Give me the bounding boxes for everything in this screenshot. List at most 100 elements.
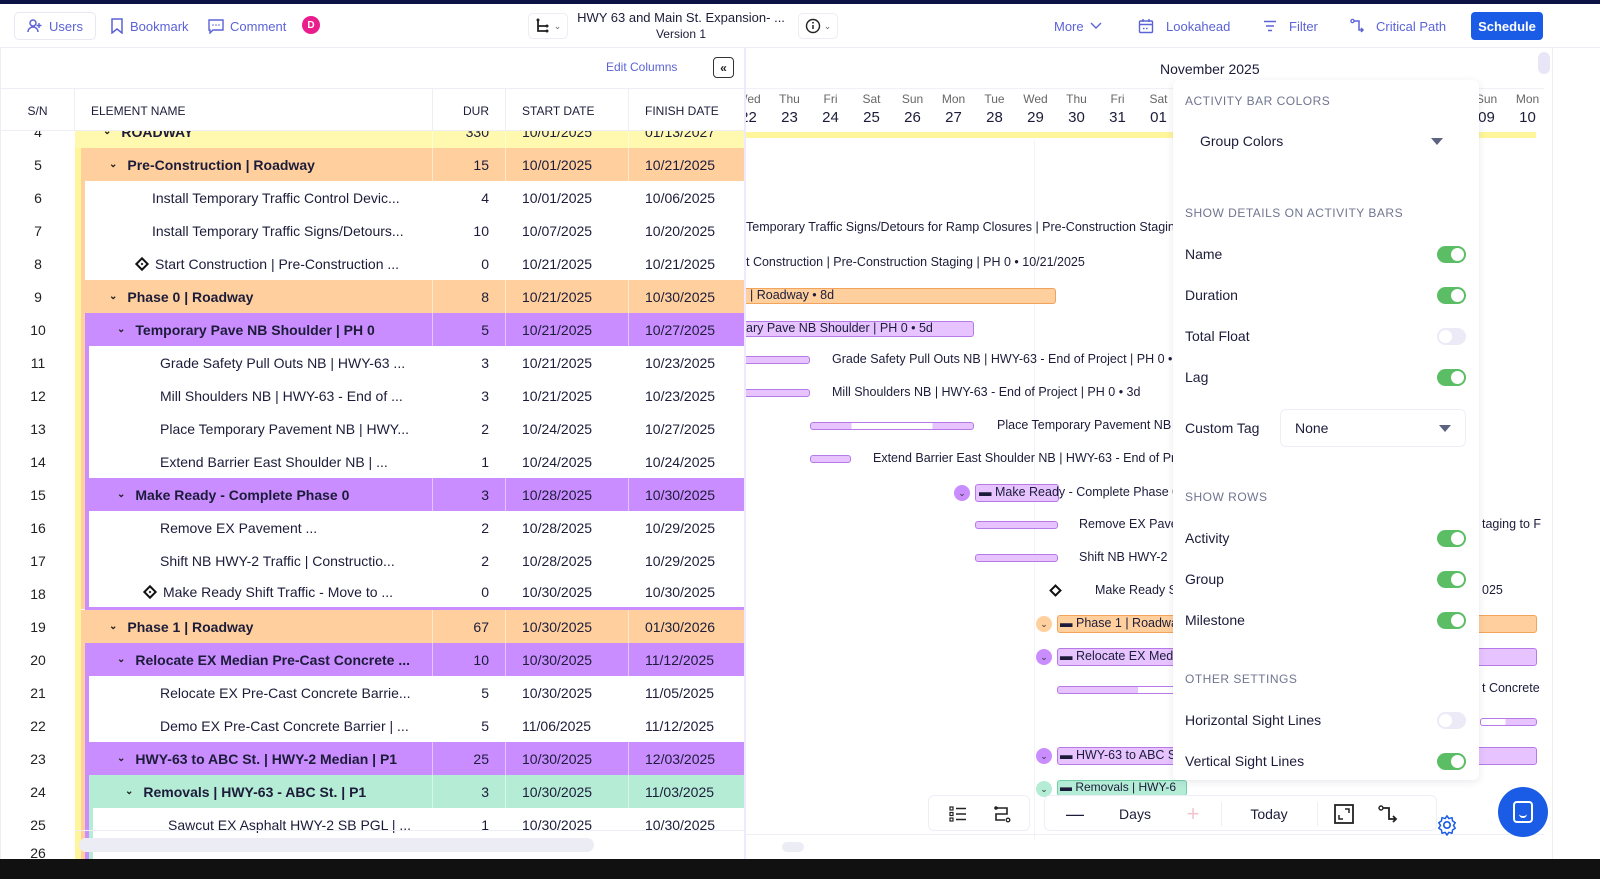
chevron-down-icon[interactable]: ⌄ — [1036, 649, 1052, 665]
hierarchy-dropdown[interactable]: ⌄ — [528, 13, 568, 39]
schedule-button[interactable]: Schedule — [1471, 12, 1543, 40]
bar-colors-select[interactable]: Group Colors — [1185, 122, 1471, 160]
gantt-bar[interactable] — [1057, 686, 1177, 694]
gantt-bar[interactable] — [975, 521, 1058, 529]
chevron-down-icon[interactable]: ⌄ — [117, 489, 126, 500]
gantt-bar-make-ready[interactable] — [975, 484, 1059, 502]
critical-path-button[interactable]: Critical Path — [1350, 12, 1446, 40]
table-row[interactable]: 21 Relocate EX Pre-Cast Concrete Barrie.… — [1, 676, 745, 709]
collapse-grid-button[interactable]: « — [713, 57, 734, 78]
table-row[interactable]: 22 Demo EX Pre-Cast Concrete Barrier | .… — [1, 709, 745, 742]
bar-label: Grade Safety Pull Outs NB | HWY-63 - End… — [832, 352, 1173, 366]
column-header-start-date[interactable]: START DATE — [506, 89, 629, 132]
table-row[interactable]: 14 Extend Barrier East Shoulder NB | ...… — [1, 445, 745, 478]
gantt-bar[interactable] — [975, 554, 1058, 562]
table-row[interactable]: 24 ⌄ Removals | HWY-63 - ABC St. | P1 3 1… — [1, 775, 745, 808]
row-finish: 11/05/2025 — [645, 684, 715, 701]
users-button[interactable]: Users — [14, 12, 96, 40]
chevron-down-icon: ⌄ — [823, 20, 832, 31]
table-row[interactable]: 23 ⌄ HWY-63 to ABC St. | HWY-2 Median | P… — [1, 742, 745, 775]
chevron-down-icon[interactable]: ⌄ — [109, 291, 118, 302]
chevron-down-icon[interactable]: ⌄ — [109, 621, 118, 632]
toggle-total-float[interactable] — [1437, 328, 1466, 345]
table-row[interactable]: 11 Grade Safety Pull Outs NB | HWY-63 ..… — [1, 346, 745, 379]
table-row[interactable]: 25 Sawcut EX Asphalt HWY-2 SB PGL | ... … — [1, 808, 745, 841]
settings-gear-button[interactable] — [1436, 814, 1458, 842]
gantt-horizontal-scrollbar[interactable] — [782, 842, 804, 852]
toggle-lag[interactable] — [1437, 369, 1466, 386]
list-icon — [949, 806, 966, 822]
dependency-view-button[interactable] — [987, 796, 1017, 832]
roadway-summary-bar[interactable] — [746, 132, 1536, 138]
toggle-vertical-sight-lines[interactable] — [1437, 753, 1466, 770]
chat-support-button[interactable] — [1498, 787, 1548, 837]
group-band-preconstruction — [81, 181, 85, 280]
toggle-activity[interactable] — [1437, 530, 1466, 547]
toggle-duration[interactable] — [1437, 287, 1466, 304]
zoom-in-button[interactable]: + — [1186, 801, 1200, 826]
milestone-diamond-icon[interactable] — [1049, 584, 1062, 597]
custom-tag-select[interactable]: None — [1280, 409, 1466, 447]
chevron-down-icon[interactable]: ⌄ — [117, 654, 126, 665]
user-avatar[interactable]: D — [302, 16, 320, 34]
column-header-element-name[interactable]: ELEMENT NAME — [75, 89, 433, 132]
chevron-down-icon[interactable]: ⌄ — [103, 131, 112, 137]
table-row[interactable]: 9 ⌄ Phase 0 | Roadway 8 10/21/2025 10/30/… — [1, 280, 745, 313]
vertical-scrollbar[interactable] — [1538, 52, 1550, 74]
gantt-bar[interactable] — [746, 389, 810, 397]
table-row[interactable]: 18 Make Ready Shift Traffic - Move to ..… — [1, 577, 745, 610]
toggle-name[interactable] — [1437, 246, 1466, 263]
bookmark-button[interactable]: Bookmark — [110, 12, 189, 40]
table-row[interactable]: 17 Shift NB HWY-2 Traffic | Constructio.… — [1, 544, 745, 577]
horizontal-scrollbar[interactable] — [79, 838, 594, 852]
chevron-down-icon[interactable]: ⌄ — [125, 786, 134, 797]
more-dropdown[interactable]: More — [1054, 12, 1102, 40]
table-row[interactable]: 5 ⌄ Pre-Construction | Roadway 15 10/01/2… — [1, 148, 745, 181]
list-view-button[interactable] — [943, 796, 973, 832]
chevron-down-icon[interactable]: ⌄ — [1036, 781, 1052, 797]
toggle-group[interactable] — [1437, 571, 1466, 588]
comment-button[interactable]: Comment — [208, 12, 286, 40]
column-header-finish-date[interactable]: FINISH DATE — [645, 103, 719, 118]
lookahead-button[interactable]: Lookahead — [1138, 12, 1230, 40]
filter-button[interactable]: Filter — [1263, 12, 1318, 40]
column-header-duration[interactable]: DUR — [433, 89, 506, 132]
table-row[interactable]: 19 ⌄ Phase 1 | Roadway 67 10/30/2025 01/3… — [1, 610, 745, 643]
info-dropdown[interactable]: ⌄ — [798, 13, 838, 39]
toggle-horizontal-sight-lines[interactable] — [1437, 712, 1466, 729]
chevron-down-icon[interactable]: ⌄ — [1036, 616, 1052, 632]
row-duration: 3 — [433, 379, 506, 412]
table-row[interactable]: 10 ⌄ Temporary Pave NB Shoulder | PH 0 5 … — [1, 313, 745, 346]
gantt-bar[interactable] — [810, 422, 974, 430]
table-row[interactable]: 6 Install Temporary Traffic Control Devi… — [1, 181, 745, 214]
month-label: November 2025 — [1160, 61, 1260, 77]
table-row[interactable]: 7 Install Temporary Traffic Signs/Detour… — [1, 214, 745, 247]
bar-label: t Construction | Pre-Construction Stagin… — [746, 255, 1085, 269]
chevron-down-icon[interactable]: ⌄ — [109, 159, 118, 170]
chevron-down-icon[interactable]: ⌄ — [117, 753, 126, 764]
toggle-milestone[interactable] — [1437, 612, 1466, 629]
table-row[interactable]: 4 ⌄ ROADWAY 330 10/01/2025 01/13/2027 — [1, 131, 745, 148]
day-header: Wed 29 — [1023, 92, 1048, 126]
table-row[interactable]: 8 Start Construction | Pre-Construction … — [1, 247, 745, 280]
table-row[interactable]: 20 ⌄ Relocate EX Median Pre-Cast Concrete… — [1, 643, 745, 676]
gantt-bar[interactable] — [746, 356, 810, 364]
gantt-bar-phase0[interactable] — [746, 288, 1056, 304]
table-row[interactable]: 15 ⌄ Make Ready - Complete Phase 0 3 10/2… — [1, 478, 745, 511]
table-row[interactable]: 16 Remove EX Pavement ... 2 10/28/2025 1… — [1, 511, 745, 544]
edit-columns-link[interactable]: Edit Columns — [606, 60, 678, 74]
chevron-down-icon[interactable]: ⌄ — [1036, 748, 1052, 764]
fullscreen-button[interactable] — [1329, 796, 1359, 832]
gantt-bar[interactable] — [810, 455, 851, 463]
project-title-block: HWY 63 and Main St. Expansion- ... Versi… — [576, 10, 786, 41]
gantt-bar-temp-pave[interactable] — [746, 321, 974, 337]
gantt-bar[interactable] — [1480, 718, 1537, 726]
table-row[interactable]: 12 Mill Shoulders NB | HWY-63 - End of .… — [1, 379, 745, 412]
critical-path-toggle-button[interactable] — [1373, 796, 1403, 832]
today-button[interactable]: Today — [1250, 806, 1288, 822]
table-row[interactable]: 13 Place Temporary Pavement NB | HWY... … — [1, 412, 745, 445]
chevron-down-icon[interactable]: ⌄ — [117, 324, 126, 335]
zoom-out-button[interactable]: — — [1066, 803, 1084, 824]
column-header-sn[interactable]: S/N — [1, 89, 75, 132]
chevron-down-icon[interactable]: ⌄ — [954, 485, 970, 501]
